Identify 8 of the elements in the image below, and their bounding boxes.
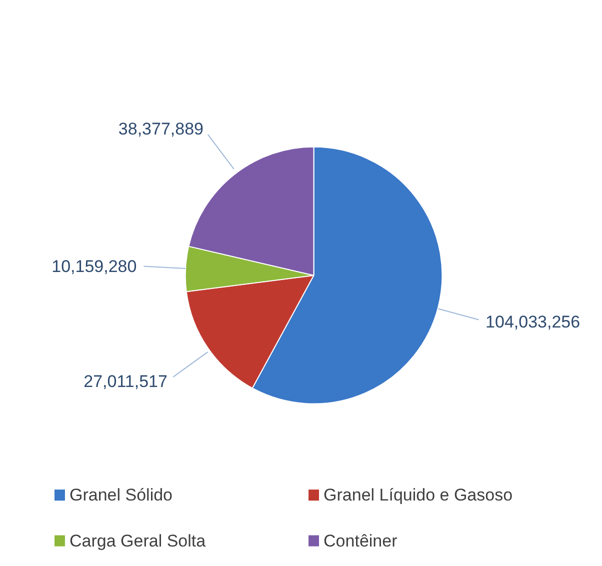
legend-label: Carga Geral Solta: [70, 531, 206, 550]
legend-label: Granel Líquido e Gasoso: [324, 486, 513, 505]
data-label: 38,377,889: [118, 120, 204, 139]
data-label: 27,011,517: [84, 372, 168, 392]
legend-label: Contêiner: [324, 531, 398, 550]
data-label: 10,159,280: [52, 256, 137, 276]
data-label: 104,033,256: [486, 312, 580, 332]
legend-label: Granel Sólido: [70, 486, 173, 505]
